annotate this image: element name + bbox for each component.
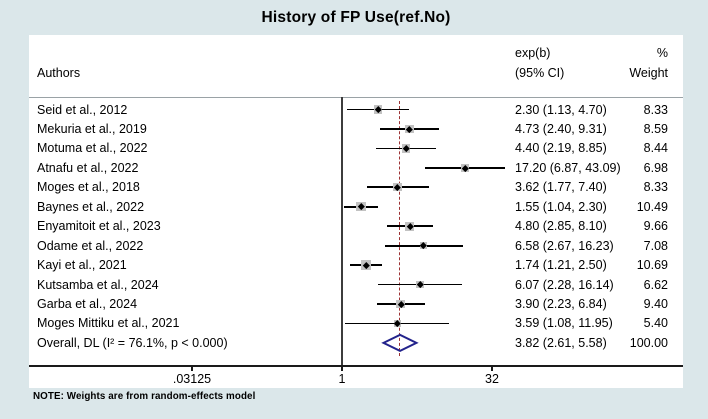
- study-author-label: Moges Mittiku et al., 2021: [37, 316, 180, 331]
- weight-value: 8.33: [643, 180, 668, 195]
- effect-ci-value: 3.90 (2.23, 6.84): [515, 297, 607, 311]
- weight-value: 7.08: [643, 238, 668, 253]
- study-author-label: Seid et al., 2012: [37, 102, 128, 117]
- effect-ci-value: 4.80 (2.85, 8.10): [515, 219, 607, 234]
- weight-value: 9.66: [643, 219, 668, 234]
- weight-value: 5.40: [643, 316, 668, 331]
- x-axis-line: [29, 365, 683, 367]
- weight-value: 6.98: [643, 160, 668, 175]
- overall-effect-ci-value: 3.82 (2.61, 5.58): [515, 335, 607, 350]
- plot-panel: Authors exp(b) (95% CI) % Weight Seid et…: [29, 35, 683, 388]
- study-author-label: Garba et al., 2024: [37, 297, 138, 311]
- x-axis-tick: [341, 365, 343, 371]
- effect-ci-value: 6.07 (2.28, 16.14): [515, 277, 614, 292]
- study-author-label: Kayi et al., 2021: [37, 258, 127, 273]
- weight-value: 6.62: [643, 277, 668, 292]
- study-author-label: Enyamitoit et al., 2023: [37, 219, 161, 234]
- weight-value: 10.49: [636, 199, 668, 214]
- weight-value: 9.40: [643, 297, 668, 311]
- effect-ci-value: 6.58 (2.67, 16.23): [515, 238, 614, 253]
- x-axis-tick: [191, 365, 193, 371]
- study-author-label: Odame et al., 2022: [37, 238, 144, 253]
- effect-ci-value: 17.20 (6.87, 43.09): [515, 160, 621, 175]
- column-header-effect: exp(b): [515, 46, 551, 60]
- effect-ci-value: 1.74 (1.21, 2.50): [515, 258, 607, 273]
- effect-ci-value: 2.30 (1.13, 4.70): [515, 102, 607, 117]
- column-header-ci: (95% CI): [515, 66, 565, 80]
- weight-value: 8.33: [643, 102, 668, 117]
- x-axis-tick: [491, 365, 493, 371]
- column-header-weight: Weight: [629, 66, 668, 80]
- study-author-label: Kutsamba et al., 2024: [37, 277, 159, 292]
- study-author-label: Atnafu et al., 2022: [37, 160, 139, 175]
- overall-effect-dashed-line: [399, 101, 401, 356]
- overall-label: Overall, DL (I² = 76.1%, p < 0.000): [37, 335, 228, 350]
- null-effect-line: [341, 97, 343, 365]
- x-axis-tick-label: 1: [338, 372, 346, 386]
- column-header-percent: %: [656, 46, 668, 60]
- study-author-label: Baynes et al., 2022: [37, 199, 145, 214]
- weight-value: 8.59: [643, 121, 668, 136]
- study-author-label: Moges et al., 2018: [37, 180, 140, 195]
- x-axis-tick-label: .03125: [172, 372, 212, 386]
- overall-weight-value: 100.00: [629, 335, 668, 350]
- effect-ci-value: 1.55 (1.04, 2.30): [515, 199, 607, 214]
- header-separator-line: [29, 97, 683, 98]
- study-author-label: Motuma et al., 2022: [37, 141, 148, 156]
- effect-ci-value: 3.62 (1.77, 7.40): [515, 180, 607, 195]
- effect-ci-value: 4.40 (2.19, 8.85): [515, 141, 607, 156]
- weight-value: 10.69: [636, 258, 668, 273]
- x-axis-tick-label: 32: [485, 372, 499, 386]
- footnote: NOTE: Weights are from random-effects mo…: [33, 391, 256, 402]
- effect-ci-value: 3.59 (1.08, 11.95): [515, 316, 613, 331]
- effect-ci-value: 4.73 (2.40, 9.31): [515, 121, 607, 136]
- chart-title: History of FP Use(ref.No): [261, 9, 451, 26]
- weight-value: 8.44: [643, 141, 668, 156]
- study-author-label: Mekuria et al., 2019: [37, 121, 147, 136]
- column-header-authors: Authors: [37, 66, 81, 80]
